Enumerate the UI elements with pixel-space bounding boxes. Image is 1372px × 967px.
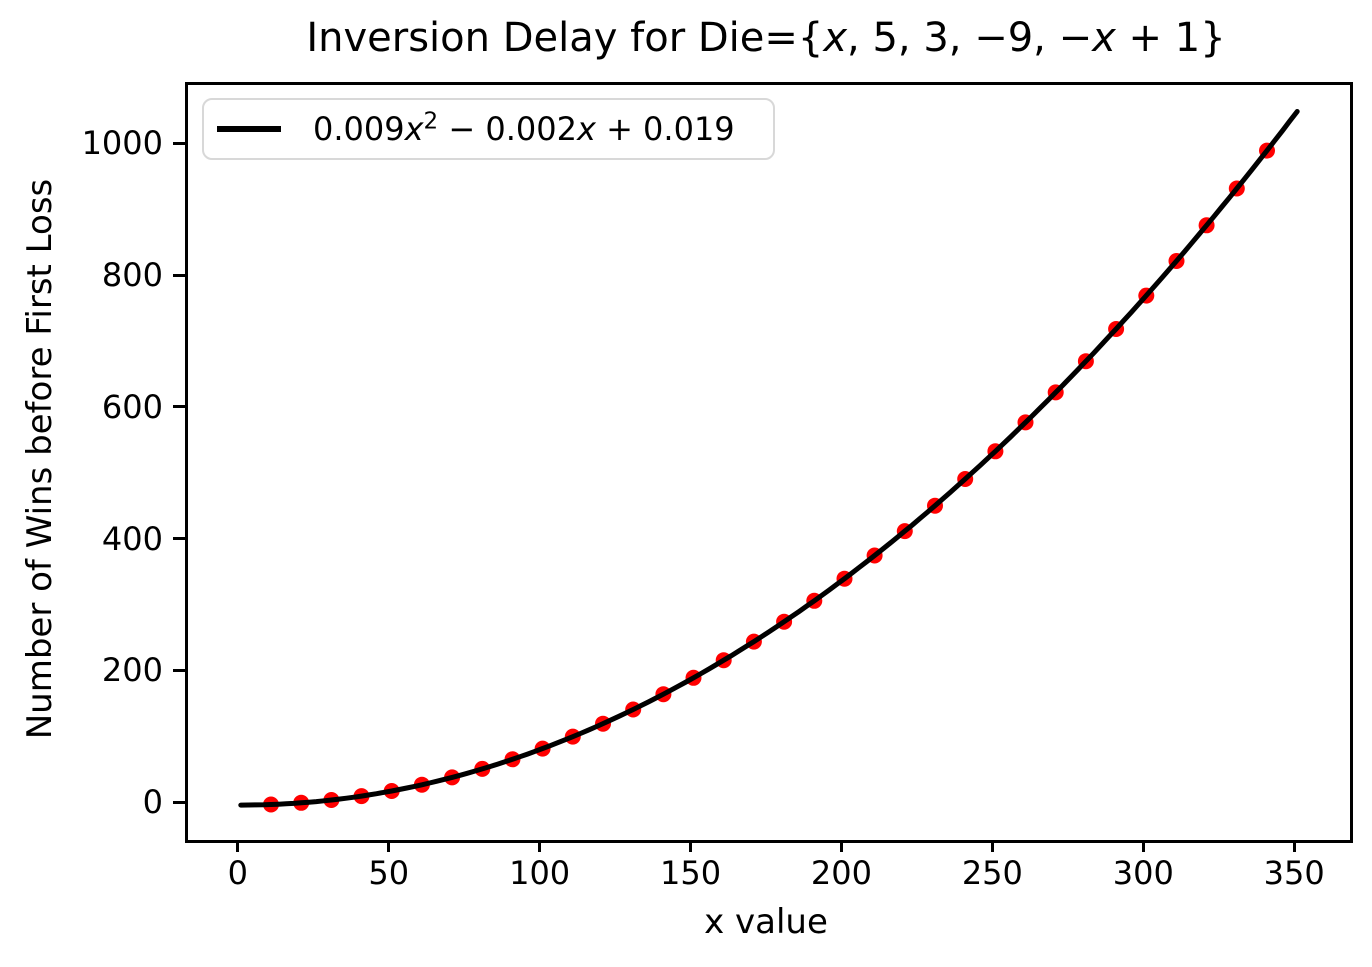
x-tick-mark [839, 840, 843, 852]
y-tick-mark [173, 405, 185, 409]
x-tick-label: 200 [810, 854, 872, 892]
x-tick-mark [1292, 840, 1296, 852]
legend-var-x: x [404, 110, 424, 148]
x-tick-label: 350 [1263, 854, 1325, 892]
x-tick-mark [1141, 840, 1145, 852]
chart-title: Inversion Delay for Die={x, 5, 3, −9, −x… [185, 14, 1347, 62]
y-tick-mark [173, 800, 185, 804]
y-tick-mark [173, 537, 185, 541]
title-text: Inversion Delay for Die={ [306, 15, 824, 61]
x-tick-label: 300 [1112, 854, 1174, 892]
x-tick-mark [689, 840, 693, 852]
y-tick-mark [173, 668, 185, 672]
x-tick-label: 100 [509, 854, 571, 892]
y-tick-label: 0 [142, 783, 163, 822]
x-tick-label: 250 [961, 854, 1023, 892]
legend-text: 0.009 [313, 110, 405, 148]
title-var-x: x [1092, 15, 1116, 61]
x-tick-label: 150 [659, 854, 722, 892]
y-tick-label: 200 [101, 651, 163, 690]
title-var-x: x [823, 15, 848, 61]
y-tick-label: 600 [101, 387, 163, 426]
fit-curve [238, 109, 1300, 808]
x-axis-label: x value [704, 902, 828, 942]
plot-svg [238, 109, 1300, 813]
y-tick-label: 800 [101, 256, 163, 295]
title-text: + 1} [1115, 15, 1226, 61]
y-tick-mark [173, 273, 185, 277]
y-tick-label: 1000 [81, 124, 163, 163]
legend-entry-label: 0.009x2 − 0.002x + 0.019 [313, 110, 735, 148]
x-tick-mark [236, 840, 240, 852]
x-tick-mark [990, 840, 994, 852]
legend: 0.009x2 − 0.002x + 0.019 [202, 98, 775, 160]
x-tick-label: 0 [227, 854, 248, 892]
plot-area [185, 82, 1353, 843]
legend-text: + 0.019 [595, 110, 735, 148]
x-tick-mark [387, 840, 391, 852]
x-tick-label: 50 [368, 854, 410, 892]
title-text: , 5, 3, −9, − [847, 15, 1093, 61]
legend-text: − 0.002 [438, 110, 577, 148]
legend-var-x: x [576, 110, 596, 148]
legend-line-sample [217, 126, 281, 132]
legend-exponent: 2 [423, 108, 439, 135]
x-tick-mark [538, 840, 542, 852]
y-tick-label: 400 [101, 519, 163, 558]
y-tick-mark [173, 141, 185, 145]
